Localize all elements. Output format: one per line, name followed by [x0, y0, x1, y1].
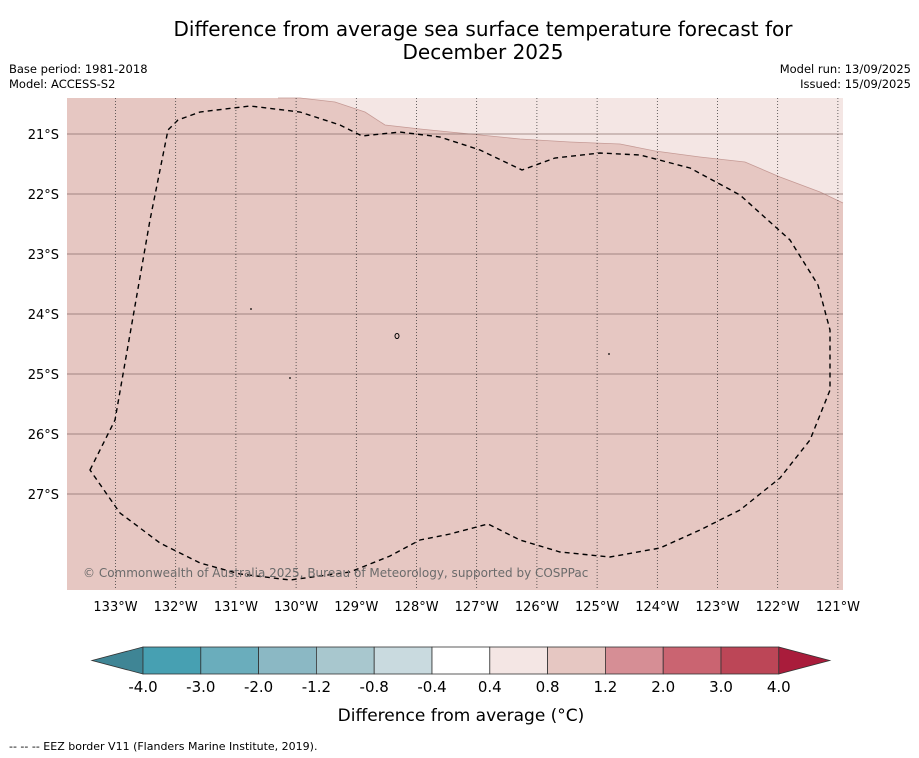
latitude-label: 21°S [28, 128, 59, 143]
title-line-2: December 2025 [402, 40, 564, 64]
latitude-label: 24°S [28, 308, 59, 323]
eez-border-line [89, 105, 831, 581]
colorbar-segment [431, 646, 491, 675]
longitude-label: 129°W [334, 600, 378, 615]
model-name: Model: ACCESS-S2 [9, 77, 116, 91]
longitude-label: 123°W [695, 600, 739, 615]
longitude-label: 121°W [816, 600, 860, 615]
colorbar-segment [720, 646, 780, 675]
longitude-label: 124°W [635, 600, 679, 615]
latitude-label: 25°S [28, 368, 59, 383]
latitude-labels: 21°S 22°S 23°S 24°S 25°S 26°S 27°S [28, 128, 59, 503]
colorbar-tick-label: 4.0 [767, 678, 791, 696]
island-marker [394, 333, 400, 339]
longitude-label: 131°W [214, 600, 258, 615]
colorbar-tick-label: 3.0 [709, 678, 733, 696]
footer-note: -- -- -- EEZ border V11 (Flanders Marine… [9, 740, 318, 753]
anomaly-contour-line [278, 97, 844, 204]
colorbar-tick-label: 0.4 [478, 678, 502, 696]
map-anomaly-minor-fill [278, 98, 843, 203]
colorbar-segment [373, 646, 433, 675]
colorbar: -4.0 -3.0 -2.0 -1.2 -0.8 -0.4 0.4 0.8 1.2 2.0 3.0 4… [90, 646, 832, 696]
colorbar-tick-label: -4.0 [128, 678, 157, 696]
longitude-label: 126°W [515, 600, 559, 615]
chart-title: Difference from average sea surface temp… [0, 18, 919, 64]
colorbar-min-extension [90, 646, 144, 675]
map-anomaly-fill [67, 98, 843, 590]
colorbar-segment [142, 646, 202, 675]
colorbar-max-extension [778, 646, 832, 675]
colorbar-tick-label: -3.0 [186, 678, 215, 696]
colorbar-tick-label: -1.2 [302, 678, 331, 696]
colorbar-tick-label: 1.2 [593, 678, 617, 696]
meta-right: Model run: 13/09/2025 Issued: 15/09/2025 [780, 62, 911, 92]
longitude-label: 132°W [154, 600, 198, 615]
longitude-label: 125°W [575, 600, 619, 615]
colorbar-segment [662, 646, 722, 675]
longitude-label: 128°W [394, 600, 438, 615]
island-marker [608, 353, 610, 355]
title-line-1: Difference from average sea surface temp… [173, 17, 793, 41]
latitude-label: 22°S [28, 188, 59, 203]
colorbar-segment [315, 646, 375, 675]
colorbar-tick-label: -0.4 [417, 678, 446, 696]
colorbar-segment [258, 646, 317, 675]
latitude-label: 23°S [28, 248, 59, 263]
longitude-label: 130°W [274, 600, 318, 615]
base-period: Base period: 1981-2018 [9, 62, 148, 76]
meta-left: Base period: 1981-2018 Model: ACCESS-S2 [9, 62, 148, 92]
island-marker [289, 377, 291, 379]
colorbar-tick-label: 0.8 [536, 678, 560, 696]
latitude-label: 26°S [28, 428, 59, 443]
colorbar-segment [200, 646, 260, 675]
issued-date: Issued: 15/09/2025 [800, 77, 911, 91]
island-marker [250, 308, 252, 310]
colorbar-label: Difference from average (°C) [338, 706, 585, 726]
colorbar-segment [605, 646, 664, 675]
graticule [67, 98, 843, 590]
longitude-label: 127°W [455, 600, 499, 615]
colorbar-tick-label: -2.0 [244, 678, 273, 696]
colorbar-segment [547, 646, 606, 675]
latitude-label: 27°S [28, 488, 59, 503]
copyright-text: © Commonwealth of Australia 2025, Bureau… [83, 566, 588, 580]
longitude-labels: 133°W 132°W 131°W 130°W 129°W 128°W 127°W 126°W… [93, 600, 860, 615]
longitude-label: 122°W [756, 600, 800, 615]
model-run: Model run: 13/09/2025 [779, 62, 911, 76]
colorbar-tick-label: -0.8 [360, 678, 389, 696]
colorbar-tick-label: 2.0 [651, 678, 675, 696]
longitude-label: 133°W [93, 600, 137, 615]
colorbar-segment [489, 646, 548, 675]
